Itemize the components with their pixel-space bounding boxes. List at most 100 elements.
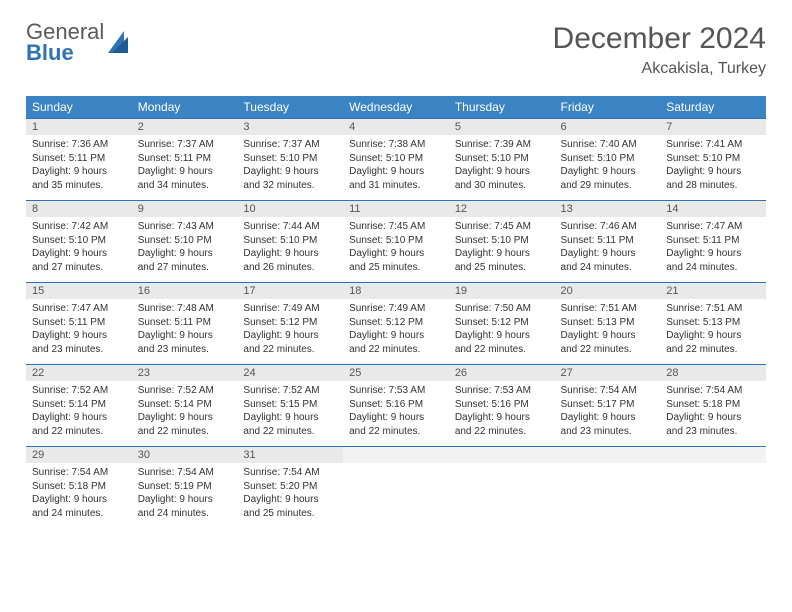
- sunset-value: 5:20 PM: [280, 481, 317, 492]
- sunset-label: Sunset:: [349, 235, 383, 246]
- sunrise-label: Sunrise:: [349, 139, 386, 150]
- day-number: 7: [660, 119, 766, 135]
- daylight-minutes: 34: [157, 180, 168, 191]
- sunset-value: 5:19 PM: [174, 481, 211, 492]
- calendar-table: SundayMondayTuesdayWednesdayThursdayFrid…: [26, 96, 766, 529]
- daylight-hours: 9: [391, 166, 397, 177]
- calendar-cell: 19Sunrise: 7:50 AMSunset: 5:12 PMDayligh…: [449, 283, 555, 365]
- day-body: Sunrise: 7:42 AMSunset: 5:10 PMDaylight:…: [26, 217, 132, 278]
- daylight-hours: 9: [179, 494, 185, 505]
- sunset-value: 5:12 PM: [386, 317, 423, 328]
- weekday-header: Monday: [132, 96, 238, 119]
- daylight-minutes: 22: [474, 426, 485, 437]
- hours-word: hours: [82, 330, 107, 341]
- sunrise-value: 7:54 AM: [283, 467, 320, 478]
- sunset-value: 5:17 PM: [597, 399, 634, 410]
- sunrise-value: 7:45 AM: [494, 221, 531, 232]
- day-number: 30: [132, 447, 238, 463]
- daylight-hours: 9: [285, 494, 291, 505]
- calendar-cell: 9Sunrise: 7:43 AMSunset: 5:10 PMDaylight…: [132, 201, 238, 283]
- minutes-word: minutes.: [382, 344, 420, 355]
- hours-word: hours: [293, 248, 318, 259]
- minutes-word: minutes.: [594, 344, 632, 355]
- minutes-word: minutes.: [277, 262, 315, 273]
- daylight-label: Daylight:: [666, 248, 705, 259]
- day-number: 28: [660, 365, 766, 381]
- daylight-hours: 9: [602, 330, 608, 341]
- minutes-word: minutes.: [700, 262, 738, 273]
- and-word: and: [349, 344, 366, 355]
- sunset-label: Sunset:: [455, 235, 489, 246]
- day-body: Sunrise: 7:49 AMSunset: 5:12 PMDaylight:…: [343, 299, 449, 360]
- calendar-cell: 3Sunrise: 7:37 AMSunset: 5:10 PMDaylight…: [237, 119, 343, 201]
- sunset-value: 5:10 PM: [69, 235, 106, 246]
- daylight-hours: 9: [497, 330, 503, 341]
- calendar-cell: 22Sunrise: 7:52 AMSunset: 5:14 PMDayligh…: [26, 365, 132, 447]
- day-number: 19: [449, 283, 555, 299]
- hours-word: hours: [188, 494, 213, 505]
- daylight-minutes: 24: [51, 508, 62, 519]
- day-body: Sunrise: 7:43 AMSunset: 5:10 PMDaylight:…: [132, 217, 238, 278]
- sunrise-label: Sunrise:: [349, 385, 386, 396]
- day-body: Sunrise: 7:52 AMSunset: 5:14 PMDaylight:…: [132, 381, 238, 442]
- calendar-cell: 6Sunrise: 7:40 AMSunset: 5:10 PMDaylight…: [555, 119, 661, 201]
- daylight-label: Daylight:: [138, 412, 177, 423]
- and-word: and: [243, 426, 260, 437]
- hours-word: hours: [399, 412, 424, 423]
- sunset-value: 5:12 PM: [280, 317, 317, 328]
- hours-word: hours: [611, 248, 636, 259]
- and-word: and: [138, 344, 155, 355]
- sunrise-value: 7:47 AM: [71, 303, 108, 314]
- hours-word: hours: [82, 412, 107, 423]
- sunset-value: 5:10 PM: [386, 235, 423, 246]
- and-word: and: [138, 180, 155, 191]
- sunrise-value: 7:37 AM: [283, 139, 320, 150]
- daylight-hours: 9: [602, 166, 608, 177]
- day-number: [660, 447, 766, 463]
- day-body: Sunrise: 7:50 AMSunset: 5:12 PMDaylight:…: [449, 299, 555, 360]
- day-number: 9: [132, 201, 238, 217]
- day-body: Sunrise: 7:54 AMSunset: 5:18 PMDaylight:…: [26, 463, 132, 524]
- daylight-minutes: 23: [157, 344, 168, 355]
- and-word: and: [666, 344, 683, 355]
- sunset-value: 5:10 PM: [280, 235, 317, 246]
- day-number: 31: [237, 447, 343, 463]
- daylight-hours: 9: [74, 166, 80, 177]
- calendar-cell: 15Sunrise: 7:47 AMSunset: 5:11 PMDayligh…: [26, 283, 132, 365]
- daylight-hours: 9: [285, 412, 291, 423]
- sunrise-label: Sunrise:: [138, 385, 175, 396]
- sunset-label: Sunset:: [32, 235, 66, 246]
- day-number: 15: [26, 283, 132, 299]
- sunset-value: 5:16 PM: [386, 399, 423, 410]
- daylight-minutes: 28: [686, 180, 697, 191]
- calendar-row: 1Sunrise: 7:36 AMSunset: 5:11 PMDaylight…: [26, 119, 766, 201]
- calendar-cell: 16Sunrise: 7:48 AMSunset: 5:11 PMDayligh…: [132, 283, 238, 365]
- sunrise-label: Sunrise:: [666, 221, 703, 232]
- sunset-value: 5:10 PM: [597, 153, 634, 164]
- minutes-word: minutes.: [65, 426, 103, 437]
- day-body: Sunrise: 7:47 AMSunset: 5:11 PMDaylight:…: [660, 217, 766, 278]
- weekday-header: Friday: [555, 96, 661, 119]
- sunset-value: 5:11 PM: [174, 317, 211, 328]
- calendar-cell: 23Sunrise: 7:52 AMSunset: 5:14 PMDayligh…: [132, 365, 238, 447]
- calendar-cell: 1Sunrise: 7:36 AMSunset: 5:11 PMDaylight…: [26, 119, 132, 201]
- calendar-row: 15Sunrise: 7:47 AMSunset: 5:11 PMDayligh…: [26, 283, 766, 365]
- calendar-row: 22 Sunrise: 7:52 AMSunset: 5:14 PMDayligh…: [26, 365, 766, 447]
- and-word: and: [32, 426, 49, 437]
- sunset-value: 5:10 PM: [174, 235, 211, 246]
- calendar-cell: 17Sunrise: 7:49 AMSunset: 5:12 PMDayligh…: [237, 283, 343, 365]
- minutes-word: minutes.: [277, 180, 315, 191]
- day-body: Sunrise: 7:44 AMSunset: 5:10 PMDaylight:…: [237, 217, 343, 278]
- day-number: 17: [237, 283, 343, 299]
- minutes-word: minutes.: [488, 344, 526, 355]
- sunset-label: Sunset:: [349, 153, 383, 164]
- sunrise-label: Sunrise:: [349, 303, 386, 314]
- day-number: [343, 447, 449, 463]
- sunrise-label: Sunrise:: [32, 385, 69, 396]
- minutes-word: minutes.: [65, 262, 103, 273]
- hours-word: hours: [716, 330, 741, 341]
- sunrise-label: Sunrise:: [138, 221, 175, 232]
- sunrise-value: 7:43 AM: [177, 221, 214, 232]
- daylight-minutes: 27: [51, 262, 62, 273]
- daylight-label: Daylight:: [349, 166, 388, 177]
